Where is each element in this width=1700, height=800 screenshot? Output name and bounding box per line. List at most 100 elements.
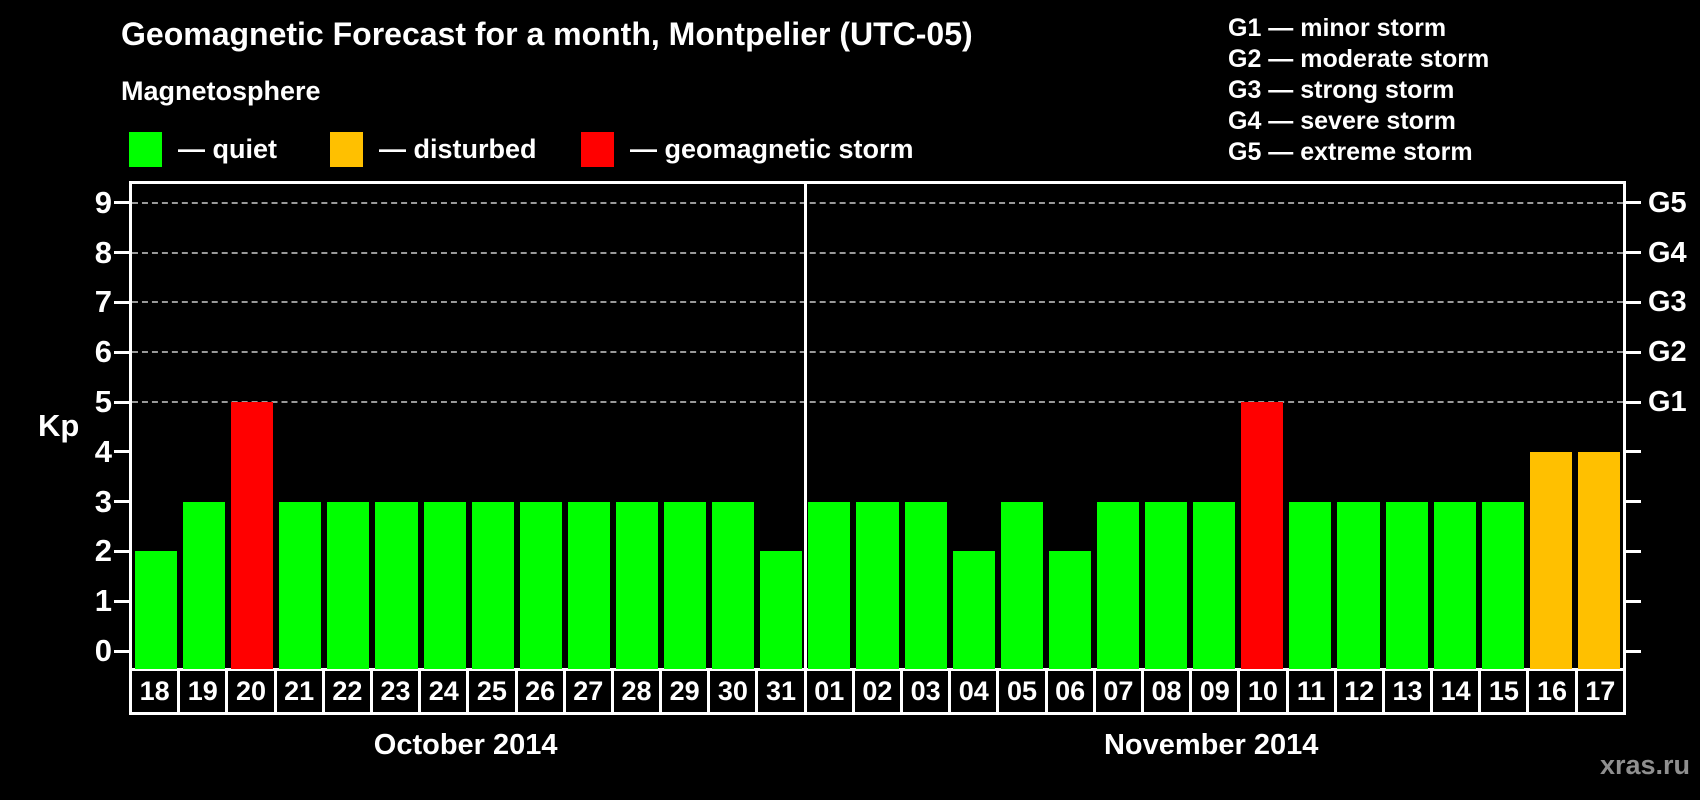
bar-oct-19 [183,501,226,669]
day-label-nov-09: 09 [1192,671,1241,712]
right-axis-label-g1: G1 [1648,386,1687,418]
legend-item-quiet: — quiet [129,131,277,167]
bar-nov-05 [1000,501,1043,669]
storm-scale-legend: G1 — minor storm G2 — moderate storm G3 … [1228,13,1489,168]
day-label-nov-03: 03 [903,671,952,712]
right-tick-kp-2 [1626,549,1641,553]
day-label-nov-13: 13 [1385,671,1434,712]
g1-legend-line: G1 — minor storm [1228,14,1447,42]
left-tick-kp-1 [114,599,129,603]
day-label-nov-05: 05 [999,671,1048,712]
plot-area [129,181,1626,669]
y-tick-label-2: 2 [94,533,112,569]
day-label-oct-29: 29 [662,671,711,712]
bar-oct-25 [471,501,514,669]
y-tick-label-3: 3 [94,483,112,519]
g5-legend-line: G5 — extreme storm [1228,138,1473,166]
left-tick-kp-8 [114,251,129,255]
storm-legend-label: — geomagnetic storm [630,134,914,164]
day-label-nov-08: 08 [1144,671,1193,712]
disturbed-color-swatch [330,131,363,167]
day-label-nov-04: 04 [951,671,1000,712]
day-label-oct-25: 25 [469,671,518,712]
day-label-oct-21: 21 [277,671,325,712]
bar-nov-10 [1241,402,1284,669]
day-label-oct-30: 30 [710,671,759,712]
y-tick-label-6: 6 [94,334,112,370]
bar-oct-31 [760,551,803,669]
day-label-oct-26: 26 [518,671,566,712]
bar-nov-07 [1096,501,1140,669]
legend-item-storm: — geomagnetic storm [581,131,914,167]
bar-nov-13 [1385,501,1428,669]
month-label-nov: November 2014 [1103,729,1319,761]
right-tick-kp-3 [1626,500,1641,504]
gridline-kp-6 [132,351,1623,354]
bar-nov-12 [1337,501,1380,669]
right-tick-kp-1 [1626,599,1641,603]
disturbed-legend-label: — disturbed [379,134,537,164]
day-label-nov-17: 17 [1585,676,1616,706]
day-label-oct-27: 27 [566,671,614,712]
bar-oct-20 [231,402,274,669]
day-label-oct-20: 20 [228,671,277,712]
day-axis-row: 18 19 20 21 22 23 24 25 26 27 28 29 30 31 01 02 03 04 05 06… [129,668,1626,715]
bar-oct-27 [567,501,610,669]
month-divider [803,184,807,669]
right-axis-label-g4: G4 [1648,236,1687,269]
day-label-nov-11: 11 [1289,671,1337,712]
day-label-nov-10: 10 [1240,671,1289,712]
day-label-oct-22: 22 [325,671,373,712]
day-label-nov-12: 12 [1337,671,1385,712]
bar-oct-30 [712,501,755,669]
right-axis-label-g5: G5 [1648,186,1687,219]
y-tick-label-7: 7 [94,284,112,320]
day-label-nov-16: 16 [1529,671,1578,712]
chart-title: Geomagnetic Forecast for a month, Montpe… [121,16,973,52]
month-label-oct: October 2014 [373,729,558,761]
day-label-oct-31: 31 [758,671,807,712]
y-tick-label-5: 5 [94,384,112,419]
day-label-nov-14: 14 [1433,671,1482,712]
y-tick-label-0: 0 [94,633,112,668]
bar-oct-24 [423,501,466,669]
bar-oct-22 [327,501,370,669]
gridline-kp-5 [132,401,1623,403]
left-tick-kp-3 [114,500,129,504]
left-tick-kp-4 [114,450,129,454]
bar-nov-16 [1529,451,1572,669]
bar-nov-06 [1048,551,1091,669]
right-tick-kp-7 [1626,300,1641,304]
right-tick-kp-9 [1626,201,1641,205]
bar-oct-23 [375,501,418,669]
bar-nov-01 [808,501,851,669]
bar-nov-03 [904,501,947,669]
bar-oct-28 [615,501,659,669]
day-label-oct-23: 23 [373,671,422,712]
right-axis-label-g2: G2 [1648,336,1687,369]
bar-nov-17 [1577,451,1620,669]
bar-nov-09 [1193,501,1236,669]
left-tick-kp-7 [114,300,129,304]
bar-oct-26 [519,501,562,669]
left-tick-kp-6 [114,350,129,354]
day-label-oct-24: 24 [421,671,470,712]
watermark: xras.ru [1599,750,1690,780]
day-label-nov-15: 15 [1481,671,1530,712]
day-label-oct-19: 19 [180,671,229,712]
right-tick-kp-8 [1626,251,1641,255]
left-tick-kp-0 [114,649,129,653]
magnetosphere-label: Magnetosphere [121,76,321,106]
day-label-nov-07: 07 [1096,671,1144,712]
left-tick-kp-9 [114,201,129,205]
day-label-nov-02: 02 [855,671,903,712]
g3-legend-line: G3 — strong storm [1228,76,1455,104]
right-tick-kp-4 [1626,450,1641,454]
day-label-nov-06: 06 [1048,671,1096,712]
y-tick-label-4: 4 [94,433,112,469]
bar-nov-08 [1145,501,1188,669]
bar-oct-29 [664,501,707,669]
bar-nov-02 [856,501,899,669]
day-label-oct-28: 28 [614,671,663,712]
